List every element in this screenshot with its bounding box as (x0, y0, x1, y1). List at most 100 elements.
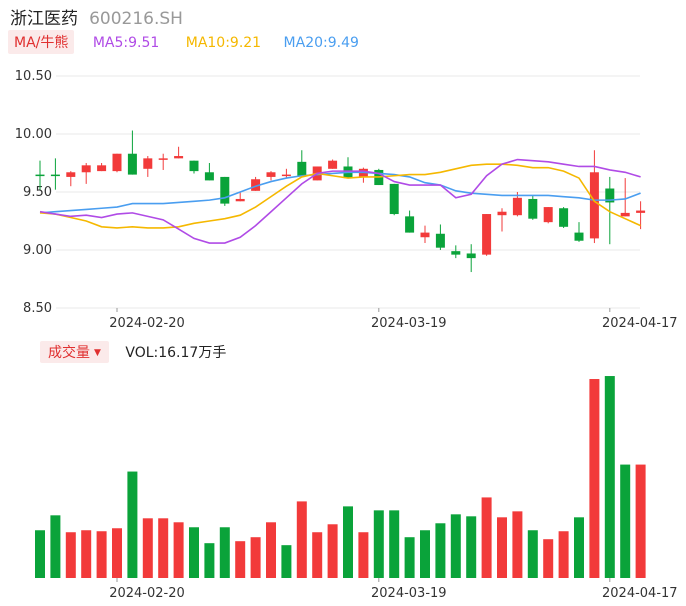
volume-bar (574, 517, 584, 578)
candle-body (158, 158, 168, 160)
candle-body (451, 251, 461, 255)
volume-bar (158, 518, 169, 578)
candle-body (559, 208, 569, 227)
candle-body (50, 174, 60, 177)
x-tick-label: 2024-02-20 (109, 316, 185, 331)
volume-bar (497, 517, 507, 578)
volume-bar (527, 530, 538, 578)
x-tick-label: 2024-04-17 (602, 316, 678, 331)
volume-bar (620, 464, 631, 578)
candle-body (189, 160, 199, 172)
volume-bar (296, 501, 307, 578)
volume-value: VOL:16.17万手 (125, 345, 227, 361)
ma20-label: MA20:9.49 (283, 35, 359, 51)
chevron-down-icon: ▼ (94, 348, 101, 358)
volume-bar (558, 531, 569, 578)
y-tick-label: 8.50 (23, 301, 52, 316)
ma5-line (39, 158, 641, 244)
candle-body (266, 172, 276, 177)
y-tick-label: 10.50 (15, 69, 52, 84)
volume-indicator-dropdown[interactable]: 成交量 ▼ (40, 341, 109, 363)
ma5-label: MA5:9.51 (92, 35, 160, 51)
volume-bar (65, 532, 76, 578)
volume-bar (189, 527, 199, 578)
candle-body (574, 232, 584, 241)
candle-body (127, 153, 137, 175)
volume-bar (127, 471, 138, 578)
volume-bar (543, 539, 554, 578)
candle-body (435, 233, 445, 248)
volume-bar (466, 516, 477, 578)
candle-body (66, 172, 76, 177)
volume-bar (512, 511, 523, 578)
candle-body (281, 174, 291, 177)
volume-bar (389, 510, 400, 578)
candle-body (112, 153, 122, 172)
volume-bar (450, 514, 461, 578)
volume-bar (81, 530, 92, 578)
candle-body (528, 198, 538, 219)
candle-body (97, 165, 107, 172)
y-tick-label: 9.50 (23, 185, 52, 200)
candle-body (328, 160, 338, 169)
candle-body (81, 165, 91, 173)
volume-bar (142, 518, 153, 578)
candle-body (251, 179, 261, 191)
y-tick-label: 10.00 (15, 127, 52, 142)
x-tick-label: 2024-04-17 (602, 586, 678, 601)
volume-legend: 成交量 ▼ VOL:16.17万手 (40, 341, 226, 363)
stock-code: 600216.SH (89, 9, 183, 29)
volume-bar (96, 531, 107, 578)
candle-body (389, 183, 399, 215)
volume-bar (173, 522, 184, 578)
volume-bar (312, 532, 323, 578)
volume-bar (327, 524, 338, 578)
candle-body (35, 174, 45, 177)
ma10-label: MA10:9.21 (185, 35, 262, 51)
candle-body (636, 210, 646, 213)
candle-body (297, 161, 307, 176)
candle-body (405, 216, 415, 233)
volume-bar (343, 506, 353, 578)
volume-bar (281, 545, 292, 578)
volume-bar (250, 537, 261, 578)
candle-body (220, 176, 230, 204)
candle-body (497, 211, 507, 216)
volume-bar (435, 523, 446, 578)
x-tick-label: 2024-02-20 (109, 586, 185, 601)
volume-bar (589, 379, 600, 578)
volume-bar (50, 515, 61, 578)
candle-body (420, 232, 430, 238)
candle-body (466, 253, 476, 259)
candle-body (512, 197, 522, 216)
volume-bar (420, 530, 430, 578)
candle-body (235, 198, 245, 202)
volume-bar (266, 522, 276, 578)
volume-bar (373, 510, 384, 578)
volume-bar (204, 543, 215, 578)
candle-body (143, 158, 153, 169)
y-tick-label: 9.00 (23, 243, 52, 258)
candle-body (174, 156, 184, 159)
volume-tab-label: 成交量 (48, 345, 90, 361)
candle-body (204, 172, 214, 181)
volume-bar (358, 532, 369, 578)
volume-bar (404, 537, 415, 578)
x-tick-label: 2024-03-19 (371, 316, 447, 331)
candle-body (482, 214, 492, 255)
volume-bar (604, 376, 615, 578)
candle-body (620, 212, 630, 217)
ma10-line (39, 163, 641, 229)
volume-bar (235, 541, 246, 578)
candle-body (543, 207, 553, 223)
ma20-line (39, 171, 641, 214)
stock-name: 浙江医药 (10, 9, 78, 29)
candle-body (605, 188, 615, 203)
volume-bar (481, 497, 492, 578)
ma-indicator-tab[interactable]: MA/牛熊 (8, 30, 75, 54)
x-tick-label: 2024-03-19 (371, 586, 447, 601)
title-row: 浙江医药 600216.SH (10, 4, 183, 29)
volume-bar (219, 527, 230, 578)
volume-bar (35, 530, 45, 578)
